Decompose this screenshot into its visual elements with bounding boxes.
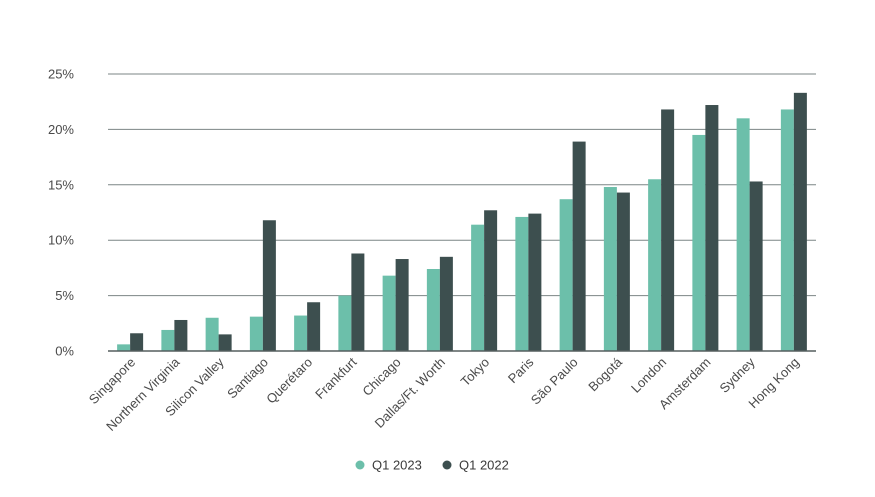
legend-label: Q1 2023 (372, 458, 422, 473)
legend-marker (355, 460, 365, 470)
bar-q1-2023 (515, 216, 529, 351)
legend-marker (442, 460, 452, 470)
bar-q1-2023 (205, 317, 219, 351)
bar-q1-2022 (661, 109, 675, 352)
legend-label: Q1 2022 (459, 458, 509, 473)
x-category-label: Paris (505, 354, 537, 386)
bar-q1-2022 (351, 253, 365, 351)
bar-q1-2022 (749, 181, 763, 351)
bar-q1-2023 (426, 269, 440, 351)
x-category-label: Querétaro (263, 355, 315, 407)
y-tick-label: 20% (48, 122, 74, 137)
y-tick-label: 10% (48, 233, 74, 248)
bar-q1-2022 (439, 256, 453, 351)
bar-q1-2023 (382, 275, 396, 351)
bar-q1-2022 (484, 210, 498, 351)
bar-q1-2022 (218, 334, 232, 351)
bar-q1-2023 (692, 134, 706, 351)
x-category-label: London (628, 355, 669, 396)
bar-q1-2022 (307, 302, 321, 351)
bar-q1-2022 (616, 192, 630, 351)
x-category-label: São Paulo (528, 355, 581, 408)
bar-q1-2022 (528, 213, 542, 351)
y-tick-label: 5% (55, 288, 74, 303)
x-category-label: Bogotá (585, 354, 625, 394)
y-tick-label: 15% (48, 177, 74, 192)
bar-q1-2022 (705, 105, 719, 351)
bar-q1-2023 (294, 315, 308, 351)
bar-q1-2023 (780, 109, 794, 352)
x-category-label: Sydney (716, 354, 758, 396)
y-tick-label: 25% (48, 67, 74, 82)
bar-q1-2022 (572, 141, 586, 351)
bar-q1-2023 (603, 187, 617, 351)
y-tick-label: 0% (55, 344, 74, 359)
bar-q1-2022 (262, 220, 276, 351)
bar-q1-2022 (793, 92, 807, 351)
bar-q1-2023 (249, 316, 263, 351)
bar-q1-2023 (161, 329, 175, 351)
bar-q1-2023 (648, 179, 662, 351)
x-category-label: Chicago (359, 355, 403, 399)
bar-q1-2023 (736, 118, 750, 351)
bar-q1-2023 (471, 224, 485, 351)
bar-q1-2022 (130, 333, 144, 351)
bar-q1-2023 (338, 295, 352, 351)
bar-q1-2022 (174, 319, 188, 351)
x-category-label: Frankfurt (312, 354, 360, 402)
x-category-label: Tokyo (458, 355, 493, 390)
bar-q1-2023 (559, 199, 573, 351)
bar-q1-2022 (395, 259, 409, 351)
bar-q1-2023 (117, 344, 131, 351)
